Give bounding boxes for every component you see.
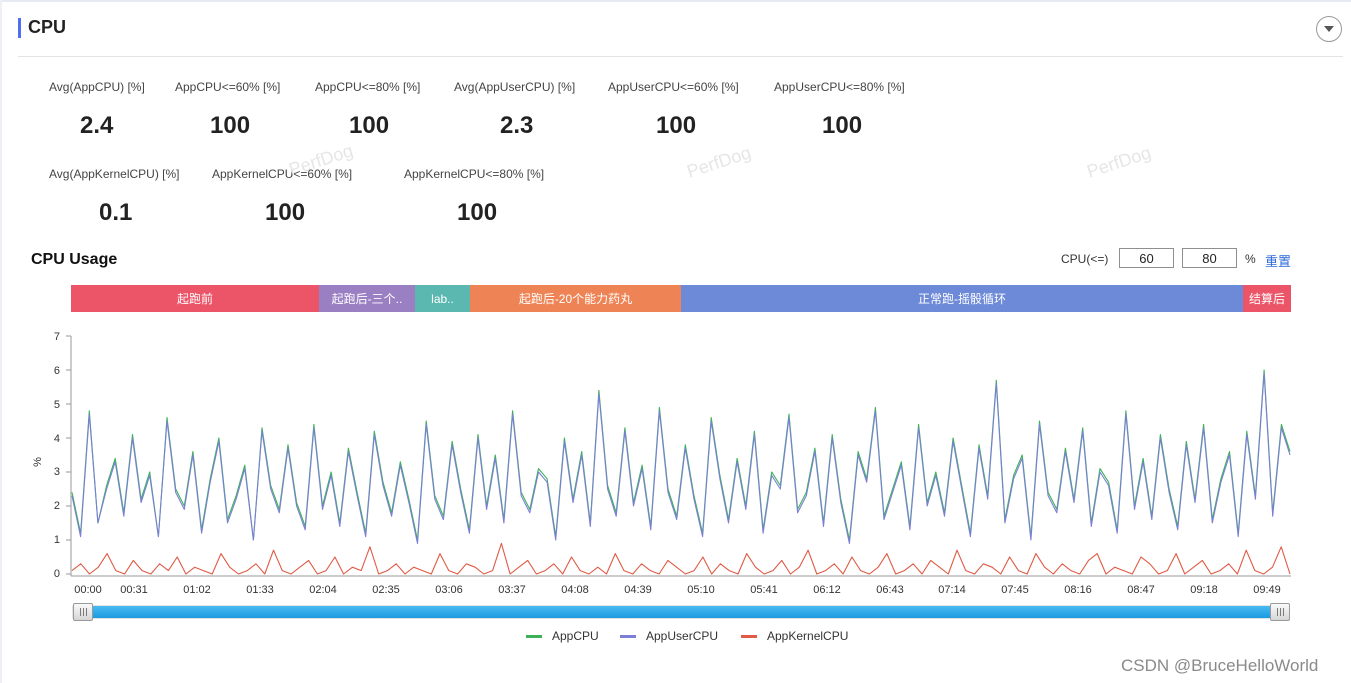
grip-line [1279, 608, 1281, 616]
x-tick-label: 01:02 [183, 584, 211, 596]
stat-appusercpu-le80: AppUserCPU<=80% [%] [774, 80, 964, 94]
frame-top-border [0, 0, 1351, 2]
threshold-unit: % [1245, 252, 1256, 266]
stat-label: AppCPU<=60% [%] [175, 80, 281, 94]
stage-segment[interactable]: 结算后 [1243, 285, 1291, 312]
stat-label: AppCPU<=80% [%] [315, 80, 421, 94]
grip-line [1276, 608, 1278, 616]
threshold-label: CPU(<=) [1061, 252, 1109, 266]
stat-label: Avg(AppUserCPU) [%] [454, 80, 576, 94]
y-tick-label: 1 [53, 534, 60, 546]
x-tick-label: 01:33 [246, 584, 274, 596]
legend-item-appkernelcpu[interactable]: AppKernelCPU [741, 629, 848, 643]
y-tick-label: 2 [53, 500, 60, 512]
y-tick-label: 7 [53, 331, 60, 343]
stat-label: AppUserCPU<=80% [%] [774, 80, 905, 94]
stat-appcpu-le60: AppCPU<=60% [%] [175, 80, 365, 94]
y-tick-label: 5 [53, 399, 60, 411]
frame-left-border [0, 0, 2, 683]
y-tick-label: 6 [53, 365, 60, 377]
stat-avg-appusercpu: Avg(AppUserCPU) [%] [454, 80, 644, 94]
stat-appkernelcpu-le60: AppKernelCPU<=60% [%] [212, 167, 402, 181]
x-tick-label: 02:35 [372, 584, 400, 596]
legend-item-appcpu[interactable]: AppCPU [526, 629, 599, 643]
stage-segment[interactable]: 起跑后-20个能力药丸 [470, 285, 681, 312]
x-tick-label: 08:47 [1127, 584, 1155, 596]
stat-label: AppUserCPU<=60% [%] [608, 80, 739, 94]
stat-value: 100 [656, 112, 697, 139]
collapse-button[interactable] [1316, 16, 1342, 42]
stage-segment[interactable]: 正常跑-摇骰循环 [681, 285, 1243, 312]
stat-value: 100 [822, 112, 863, 139]
chart-title: CPU Usage [31, 251, 118, 268]
stat-label: AppKernelCPU<=60% [%] [212, 167, 353, 181]
legend-label: AppCPU [552, 629, 599, 643]
x-tick-label: 06:12 [813, 584, 841, 596]
stat-value: 100 [457, 199, 498, 226]
stat-value: 100 [349, 112, 390, 139]
credit-watermark: CSDN @BruceHelloWorld [1121, 656, 1319, 675]
x-tick-label: 07:45 [1001, 584, 1029, 596]
section-divider [18, 56, 1343, 57]
grip-line [82, 608, 84, 616]
stat-avg-appcpu: Avg(AppCPU) [%] [49, 80, 239, 94]
y-tick-label: 4 [53, 433, 60, 445]
section-accent-bar [18, 18, 21, 38]
legend-swatch [620, 634, 636, 638]
x-tick-label: 03:06 [435, 584, 463, 596]
stat-avg-appkernelcpu: Avg(AppKernelCPU) [%] [49, 167, 239, 181]
series-layer [71, 369, 1291, 575]
reset-link[interactable]: 重置 [1265, 254, 1292, 269]
stat-value: 2.3 [500, 112, 534, 139]
x-tick-label: 06:43 [876, 584, 904, 596]
x-tick-label: 04:08 [561, 584, 589, 596]
stat-value: 2.4 [80, 112, 114, 139]
legend-label: AppUserCPU [646, 629, 719, 643]
stat-appusercpu-le60: AppUserCPU<=60% [%] [608, 80, 798, 94]
stat-appcpu-le80: AppCPU<=80% [%] [315, 80, 505, 94]
range-handle-left[interactable] [73, 603, 93, 621]
grip-line [79, 608, 81, 616]
stat-appkernelcpu-le80: AppKernelCPU<=80% [%] [404, 167, 594, 181]
stat-value: 100 [210, 112, 251, 139]
x-tick-label: 05:10 [687, 584, 715, 596]
stat-label: Avg(AppKernelCPU) [%] [49, 167, 180, 181]
x-tick-label: 05:41 [750, 584, 778, 596]
stage-segment[interactable]: 起跑后-三个.. [319, 285, 415, 312]
legend-swatch [526, 634, 542, 638]
x-tick-label: 08:16 [1064, 584, 1092, 596]
y-tick-label: 3 [53, 466, 60, 478]
x-tick-label: 04:39 [624, 584, 652, 596]
time-range-selection[interactable] [86, 606, 1276, 618]
x-tick-label: 00:00 [74, 584, 102, 596]
threshold-80-input[interactable] [1182, 248, 1237, 268]
legend-label: AppKernelCPU [767, 629, 849, 643]
stage-segment[interactable]: 起跑前 [71, 285, 319, 312]
threshold-60-input[interactable] [1119, 248, 1174, 268]
section-title: CPU [28, 17, 67, 37]
stage-segment[interactable]: lab.. [415, 285, 470, 312]
x-tick-label: 02:04 [309, 584, 337, 596]
legend-item-appusercpu[interactable]: AppUserCPU [620, 629, 718, 643]
y-tick-label: 0 [53, 568, 60, 580]
stat-label: Avg(AppCPU) [%] [49, 80, 145, 94]
stat-label: AppKernelCPU<=80% [%] [404, 167, 545, 181]
stat-value: 0.1 [99, 199, 133, 226]
series-line-appcpu [71, 369, 1291, 541]
legend-swatch [741, 634, 757, 638]
x-tick-label: 03:37 [498, 584, 526, 596]
x-tick-label: 00:31 [120, 584, 148, 596]
series-line-appusercpu [71, 372, 1291, 544]
grip-line [1282, 608, 1284, 616]
x-tick-label: 09:49 [1253, 584, 1281, 596]
chevron-down-icon [1324, 26, 1334, 32]
stat-value: 100 [265, 199, 306, 226]
series-line-appkernelcpu [71, 542, 1291, 575]
grip-line [85, 608, 87, 616]
range-handle-right[interactable] [1270, 603, 1290, 621]
x-tick-label: 09:18 [1190, 584, 1218, 596]
x-tick-label: 07:14 [938, 584, 966, 596]
chart-axes [66, 335, 1291, 577]
